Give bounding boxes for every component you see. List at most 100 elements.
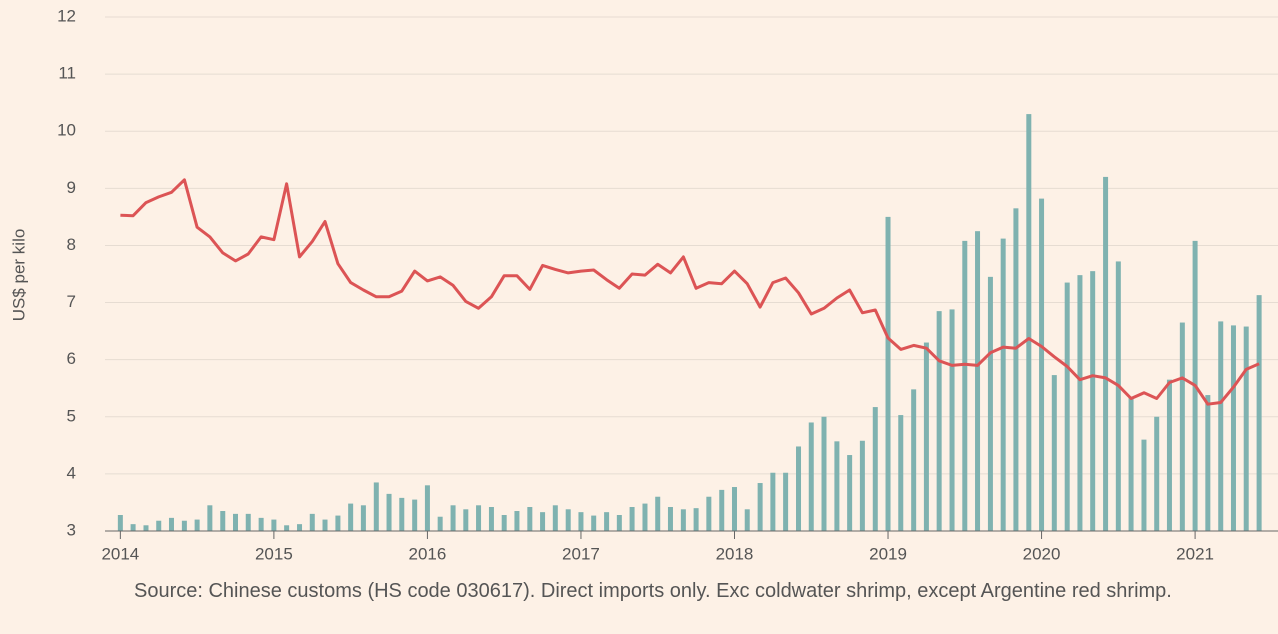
bar (168, 517, 174, 531)
x-tick-label: 2015 (255, 544, 293, 563)
bar (796, 446, 802, 531)
x-tick-label: 2021 (1176, 544, 1214, 563)
bar (808, 422, 814, 531)
bar (565, 509, 571, 531)
bar (284, 525, 290, 531)
bar (1141, 439, 1147, 531)
bar (655, 496, 661, 531)
bar (834, 441, 840, 531)
y-tick-label: 10 (57, 121, 76, 140)
bar (488, 507, 494, 531)
bar (117, 515, 123, 531)
bar (1179, 322, 1185, 531)
bar (949, 309, 955, 531)
bar (591, 515, 597, 531)
bar (1039, 198, 1045, 531)
bar (360, 505, 366, 531)
y-tick-label: 11 (58, 64, 76, 83)
bar (399, 497, 405, 531)
chart: US$ per kilo 3 4 5 6 7 8 9 10 11 12 2014 2015 2016 20… (9, 6, 1278, 563)
bar (450, 505, 456, 531)
bar (527, 507, 533, 531)
bar (297, 524, 303, 531)
bar (220, 511, 226, 531)
y-tick-label: 5 (67, 406, 76, 425)
x-tick-label: 2017 (562, 544, 600, 563)
bar (885, 216, 891, 531)
bar (1051, 375, 1057, 531)
bar (744, 509, 750, 531)
bar (872, 407, 878, 531)
bar (859, 440, 865, 531)
x-tick-label: 2020 (1023, 544, 1061, 563)
bar (911, 389, 917, 531)
y-tick-label: 3 (67, 520, 76, 539)
bar (463, 509, 469, 531)
bar (1077, 275, 1083, 531)
bar (181, 520, 187, 531)
y-axis-label: US$ per kilo (9, 229, 28, 322)
bar (1000, 238, 1006, 531)
bar (335, 515, 341, 531)
bar (757, 483, 763, 531)
bar (233, 513, 239, 531)
bar (923, 342, 929, 531)
bar (962, 240, 968, 531)
y-tick-label: 4 (67, 463, 76, 482)
bar (156, 520, 162, 531)
bar (437, 516, 443, 531)
bar (1230, 325, 1236, 531)
bar (821, 416, 827, 531)
y-tick-label: 9 (67, 178, 76, 197)
bar (373, 482, 379, 531)
bar (731, 487, 737, 531)
bar (706, 496, 712, 531)
bar (207, 505, 213, 531)
bar (1166, 379, 1172, 531)
bar (194, 519, 200, 531)
bar (501, 515, 507, 531)
y-tick-label: 7 (67, 292, 76, 311)
bar (1128, 397, 1134, 531)
bar (1218, 321, 1224, 531)
bar (552, 505, 558, 531)
bar (1154, 416, 1160, 531)
bar (540, 512, 546, 531)
bar (130, 524, 136, 531)
bar (1256, 295, 1262, 531)
bar (1013, 208, 1019, 532)
bar (783, 472, 789, 531)
bar (1205, 395, 1211, 531)
y-tick-label: 6 (67, 349, 76, 368)
bar (424, 485, 430, 531)
x-tick-label: 2019 (869, 544, 907, 563)
line (120, 178, 1260, 406)
x-tick-label: 2014 (101, 544, 139, 563)
bar (770, 472, 776, 531)
bar (271, 519, 277, 531)
source-note: Source: Chinese customs (HS code 030617)… (134, 580, 1172, 602)
y-tick-label: 12 (57, 6, 76, 25)
bar (143, 525, 149, 531)
bar (412, 499, 418, 531)
bar (476, 505, 482, 531)
bar (1103, 176, 1109, 531)
bar (578, 512, 584, 531)
bar (642, 503, 648, 531)
bar (1064, 282, 1070, 531)
bar (322, 519, 328, 531)
bar (667, 507, 673, 531)
bar (348, 503, 354, 531)
bar (898, 415, 904, 531)
bar (693, 508, 699, 531)
bar (386, 493, 392, 531)
bar (975, 231, 981, 531)
bar (258, 517, 264, 531)
bar (936, 311, 942, 531)
bar (616, 515, 622, 531)
bar (1115, 261, 1121, 531)
bar (1090, 271, 1096, 531)
bar (1026, 114, 1032, 531)
bar (719, 489, 725, 531)
